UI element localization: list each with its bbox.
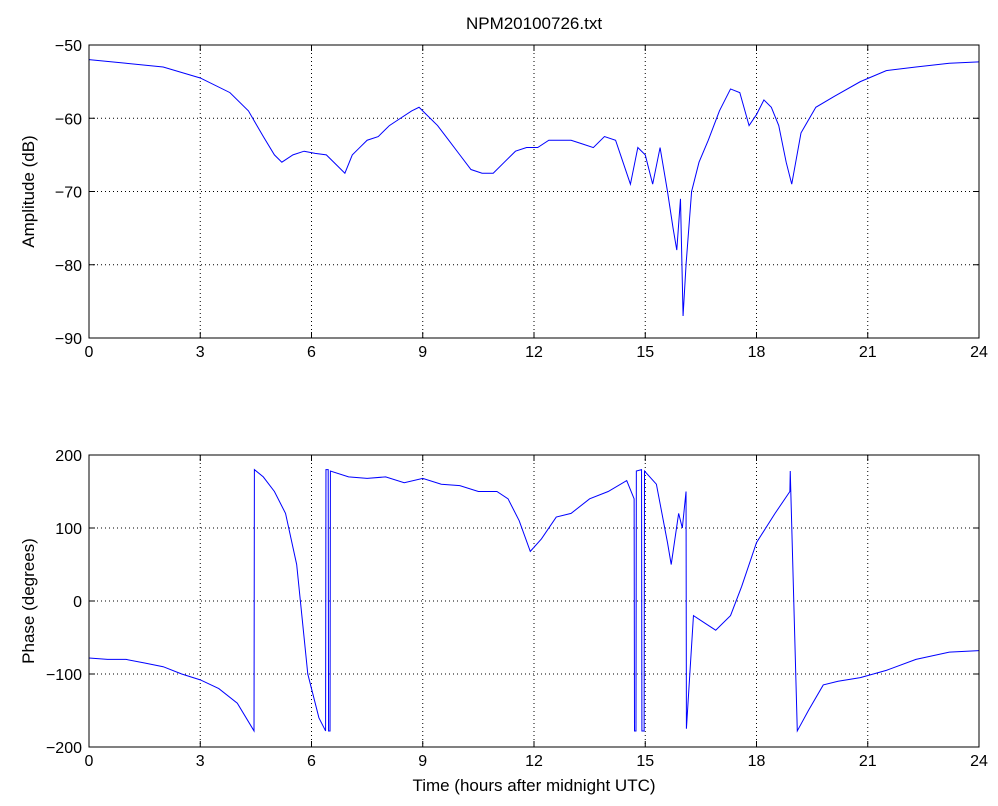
phase-x-tick-label: 0: [85, 753, 94, 770]
phase-plot: 0 3 6 9 12 15 18 21 24 −200 −100 0 100 200 Phase (de…: [19, 448, 988, 795]
chart-title: NPM20100726.txt: [466, 14, 602, 33]
amplitude-x-tick-label: 18: [748, 344, 766, 361]
phase-y-tick-labels: −200 −100 0 100 200: [46, 448, 82, 757]
phase-y-tick-label: −200: [46, 740, 82, 757]
amplitude-x-tick-label: 12: [525, 344, 543, 361]
phase-x-tick-label: 12: [525, 753, 543, 770]
amplitude-x-tick-label: 21: [859, 344, 877, 361]
phase-y-tick-label: 200: [55, 448, 82, 465]
phase-x-tick-label: 15: [636, 753, 654, 770]
phase-x-tick-label: 21: [859, 753, 877, 770]
phase-x-tick-label: 24: [970, 753, 988, 770]
amplitude-y-tick-label: −90: [55, 331, 82, 348]
phase-x-tick-label: 6: [307, 753, 316, 770]
phase-x-axis-label: Time (hours after midnight UTC): [412, 776, 655, 795]
phase-x-tick-label: 9: [418, 753, 427, 770]
phase-x-tick-labels: 0 3 6 9 12 15 18 21 24: [85, 753, 988, 770]
phase-grid: [89, 455, 979, 747]
amplitude-series-line: [88, 59, 980, 317]
amplitude-x-tick-label: 0: [85, 344, 94, 361]
amplitude-y-tick-label: −50: [55, 38, 82, 55]
amplitude-x-tick-label: 3: [196, 344, 205, 361]
phase-y-tick-label: 0: [73, 594, 82, 611]
phase-x-tick-label: 18: [748, 753, 766, 770]
amplitude-x-tick-label: 24: [970, 344, 988, 361]
amplitude-y-tick-labels: −90 −80 −70 −60 −50: [55, 38, 82, 348]
amplitude-y-axis-label: Amplitude (dB): [19, 135, 38, 247]
phase-y-tick-label: 100: [55, 521, 82, 538]
phase-y-tick-label: −100: [46, 667, 82, 684]
phase-axes-frame: [88, 454, 980, 748]
amplitude-axes-frame: [88, 44, 980, 339]
phase-x-tick-label: 3: [196, 753, 205, 770]
amplitude-y-tick-label: −70: [55, 185, 82, 202]
amplitude-grid: [89, 45, 979, 338]
amplitude-x-tick-labels: 0 3 6 9 12 15 18 21 24: [85, 344, 988, 361]
amplitude-x-tick-label: 9: [418, 344, 427, 361]
phase-y-axis-label: Phase (degrees): [19, 538, 38, 664]
amplitude-plot: 0 3 6 9 12 15 18 21 24 −90 −80 −70 −60 −50 Amplitude…: [19, 38, 988, 361]
amplitude-x-tick-label: 6: [307, 344, 316, 361]
amplitude-y-tick-label: −80: [55, 258, 82, 275]
amplitude-y-tick-label: −60: [55, 111, 82, 128]
phase-series-line: [88, 468, 980, 733]
amplitude-x-tick-label: 15: [636, 344, 654, 361]
